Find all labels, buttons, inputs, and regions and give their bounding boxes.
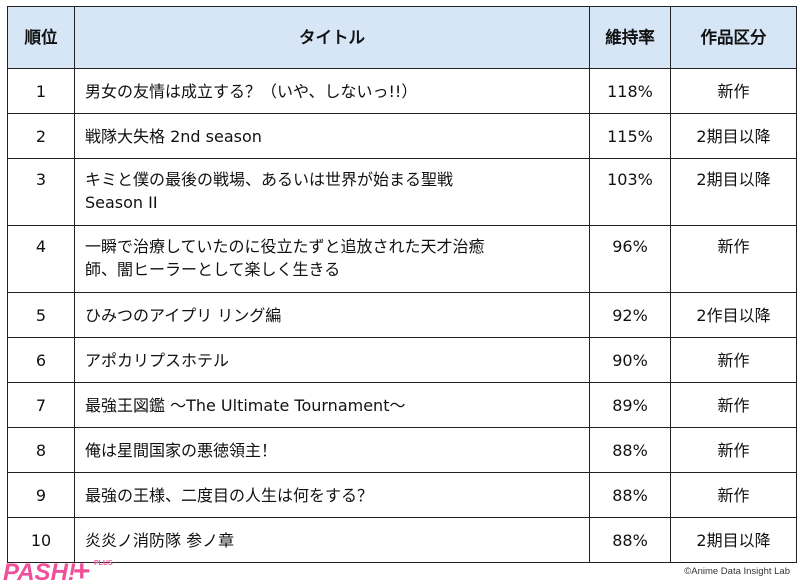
rank-cell: 1 — [7, 68, 75, 114]
rank-cell: 4 — [7, 225, 75, 293]
rank-cell: 5 — [7, 292, 75, 338]
category-cell: 新作 — [670, 382, 797, 428]
rank-cell: 2 — [7, 113, 75, 159]
table-row: 9 最強の王様、二度目の人生は何をする？ 88% 新作 — [7, 472, 797, 518]
table-row: 10 炎炎ノ消防隊 参ノ章 88% 2期目以降 — [7, 517, 797, 563]
rank-cell: 8 — [7, 427, 75, 473]
title-cell: アポカリプスホテル — [74, 337, 590, 383]
rate-cell: 90% — [589, 337, 671, 383]
table-header-row: 順位 タイトル 維持率 作品区分 — [7, 6, 797, 69]
pash-plus-logo: PASH! + PLUS — [3, 555, 113, 584]
rate-cell: 118% — [589, 68, 671, 114]
rate-text: 96% — [612, 237, 648, 256]
header-rank: 順位 — [7, 6, 75, 69]
title-text: 最強王図鑑 〜The Ultimate Tournament〜 — [85, 395, 406, 415]
rate-text: 103% — [607, 170, 653, 189]
table-row: 3 キミと僕の最後の戦場、あるいは世界が始まる聖戦 Season II 103%… — [7, 158, 797, 226]
title-text: ひみつのアイプリ リング編 — [85, 305, 282, 325]
logo-plus-small: PLUS — [94, 560, 113, 567]
category-cell: 新作 — [670, 337, 797, 383]
title-cell: 最強王図鑑 〜The Ultimate Tournament〜 — [74, 382, 590, 428]
title-cell: 男女の友情は成立する？（いや、しないっ!!） — [74, 68, 590, 114]
category-cell: 2作目以降 — [670, 292, 797, 338]
title-cell: 一瞬で治療していたのに役立たずと追放された天才治癒 師、闇ヒーラーとして楽しく生… — [74, 225, 590, 293]
title-text: 最強の王様、二度目の人生は何をする？ — [85, 485, 374, 505]
category-cell: 新作 — [670, 225, 797, 293]
header-title: タイトル — [74, 6, 590, 69]
category-cell: 新作 — [670, 68, 797, 114]
rate-cell: 103% — [589, 158, 671, 226]
title-cell: 炎炎ノ消防隊 参ノ章 — [74, 517, 590, 563]
table-row: 8 俺は星間国家の悪徳領主！ 88% 新作 — [7, 427, 797, 473]
ranking-table: 順位 タイトル 維持率 作品区分 1 男女の友情は成立する？（いや、しないっ!!… — [7, 6, 797, 563]
category-text: 2期目以降 — [696, 170, 771, 189]
category-cell: 新作 — [670, 472, 797, 518]
title-cell: 戦隊大失格 2nd season — [74, 113, 590, 159]
rate-cell: 88% — [589, 427, 671, 473]
logo-text: PASH! — [3, 559, 76, 584]
rank-text: 3 — [35, 170, 47, 189]
table-row: 7 最強王図鑑 〜The Ultimate Tournament〜 89% 新作 — [7, 382, 797, 428]
title-text: アポカリプスホテル — [85, 350, 230, 370]
table-row: 4 一瞬で治療していたのに役立たずと追放された天才治癒 師、闇ヒーラーとして楽し… — [7, 225, 797, 293]
header-category: 作品区分 — [670, 6, 797, 69]
title-cell: キミと僕の最後の戦場、あるいは世界が始まる聖戦 Season II — [74, 158, 590, 226]
title-text: 炎炎ノ消防隊 参ノ章 — [85, 530, 235, 550]
category-cell: 新作 — [670, 427, 797, 473]
rate-cell: 88% — [589, 472, 671, 518]
rank-cell: 9 — [7, 472, 75, 518]
rate-cell: 115% — [589, 113, 671, 159]
category-cell: 2期目以降 — [670, 517, 797, 563]
title-text: 戦隊大失格 2nd season — [85, 126, 262, 146]
rank-cell: 6 — [7, 337, 75, 383]
rank-cell: 10 — [7, 517, 75, 563]
logo-plus: + — [73, 555, 91, 584]
rate-cell: 88% — [589, 517, 671, 563]
table-row: 6 アポカリプスホテル 90% 新作 — [7, 337, 797, 383]
title-cell: 最強の王様、二度目の人生は何をする？ — [74, 472, 590, 518]
title-cell: 俺は星間国家の悪徳領主！ — [74, 427, 590, 473]
table-row: 5 ひみつのアイプリ リング編 92% 2作目以降 — [7, 292, 797, 338]
header-rate: 維持率 — [589, 6, 671, 69]
table-row: 1 男女の友情は成立する？（いや、しないっ!!） 118% 新作 — [7, 68, 797, 114]
rank-cell: 7 — [7, 382, 75, 428]
rate-cell: 92% — [589, 292, 671, 338]
rank-cell: 3 — [7, 158, 75, 226]
table-row: 2 戦隊大失格 2nd season 115% 2期目以降 — [7, 113, 797, 159]
title-text: 男女の友情は成立する？（いや、しないっ!!） — [85, 81, 418, 101]
credit-text: ©Anime Data Insight Lab — [684, 566, 790, 577]
category-cell: 2期目以降 — [670, 113, 797, 159]
category-text: 新作 — [717, 237, 750, 256]
rate-cell: 89% — [589, 382, 671, 428]
rate-cell: 96% — [589, 225, 671, 293]
title-text: キミと僕の最後の戦場、あるいは世界が始まる聖戦 Season II — [85, 170, 454, 212]
category-cell: 2期目以降 — [670, 158, 797, 226]
title-text: 一瞬で治療していたのに役立たずと追放された天才治癒 師、闇ヒーラーとして楽しく生… — [85, 237, 485, 279]
rank-text: 4 — [35, 237, 47, 256]
title-cell: ひみつのアイプリ リング編 — [74, 292, 590, 338]
title-text: 俺は星間国家の悪徳領主！ — [85, 440, 278, 460]
